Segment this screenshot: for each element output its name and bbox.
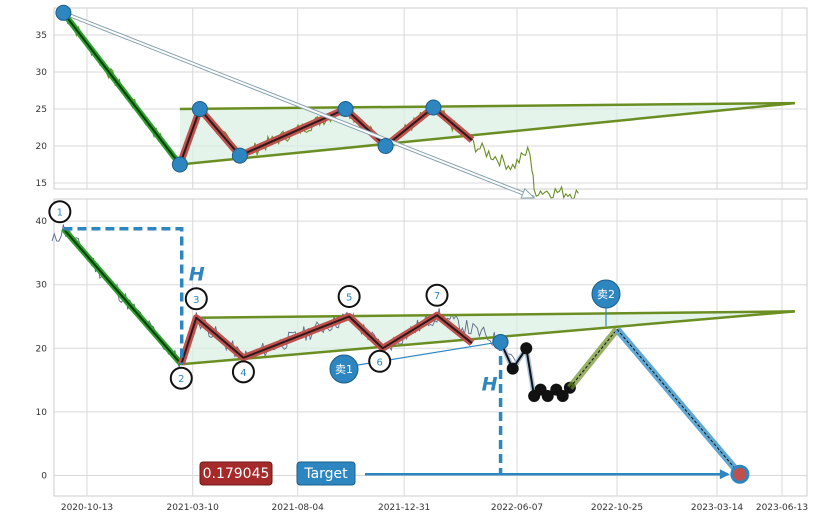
- sell-1-marker: 卖1: [329, 354, 359, 384]
- top-pivot-marker: [171, 156, 188, 173]
- top-pivot-marker: [425, 99, 442, 116]
- target-point: [730, 464, 750, 484]
- forecast-point: [556, 390, 569, 402]
- top-grid: [54, 8, 807, 189]
- x-tick-label: 2023-06-13: [756, 503, 808, 513]
- x-tick-label: 2021-08-04: [272, 503, 325, 513]
- x-tick-label: 2022-10-25: [591, 503, 643, 513]
- pivot-label-circle: [169, 366, 193, 390]
- pivot-label: 6: [377, 357, 383, 368]
- pivot-label: 1: [57, 208, 63, 219]
- top-y-tick-label: 20: [36, 142, 48, 152]
- pivot-label-circle: [231, 360, 255, 384]
- top-y-tick-label: 25: [36, 105, 47, 115]
- pivot-labels: 1 2 3 4 5 6 7: [48, 200, 449, 390]
- target-badge-text: Target: [303, 466, 348, 482]
- top-y-tick-label: 30: [36, 68, 48, 78]
- value-badge-text: 0.179045: [203, 466, 270, 482]
- forecast-point: [520, 342, 533, 355]
- projection-down-line: [616, 328, 741, 475]
- bottom-first-leg: [62, 228, 183, 365]
- bottom-y-tick-label: 40: [36, 217, 48, 227]
- top-pivot-marker: [377, 138, 394, 154]
- sell-1-label: 卖1: [335, 363, 353, 376]
- sell-2-circle: [591, 279, 621, 309]
- height-marker-dashes: [63, 226, 184, 365]
- pivot-label-circle: [48, 200, 72, 224]
- bottom-plot-area: [53, 198, 808, 497]
- top-y-tick-label: 35: [36, 31, 47, 41]
- pivot-label-circle: [337, 285, 361, 308]
- x-tick-label: 2020-10-13: [61, 503, 113, 513]
- forecast-point: [541, 390, 554, 402]
- x-tick-label: 2021-12-31: [378, 503, 430, 513]
- projection-up-line: [569, 328, 618, 389]
- top-pivot-marker: [231, 147, 248, 164]
- pivot-label: 2: [178, 374, 184, 385]
- pivot-label-circle: [184, 287, 208, 311]
- height-marker-label: H: [189, 264, 205, 286]
- sell-2-label: 卖2: [597, 288, 615, 301]
- sell-1-circle: [329, 354, 359, 384]
- sell-2-marker: 卖2: [591, 279, 621, 309]
- pivot-label: 4: [240, 368, 246, 379]
- bottom-y-tick-label: 30: [36, 281, 48, 291]
- bottom-series: [51, 224, 795, 484]
- top-pivot-marker: [337, 101, 354, 117]
- target-badge: Target: [296, 461, 356, 486]
- pivot-label-circle: [425, 283, 449, 307]
- top-arrow-shaft: [63, 11, 535, 199]
- pivot-label: 7: [434, 291, 440, 302]
- top-pivot-marker: [191, 101, 208, 117]
- value-badge: 0.179045: [199, 461, 273, 486]
- top-upper-trendline: [179, 101, 795, 111]
- top-panel: 15 20 25 30 35: [36, 4, 808, 200]
- pivot-label: 3: [193, 295, 199, 306]
- bottom-x-ticks: 2020-10-13 2021-03-10 2021-08-04 2021-12…: [61, 503, 808, 513]
- pivot-label: 5: [346, 293, 352, 304]
- top-y-ticks: 15 20 25 30 35: [36, 31, 48, 189]
- bottom-y-tick-label: 20: [36, 344, 48, 354]
- bottom-y-tick-label: 0: [41, 472, 47, 482]
- x-tick-label: 2022-06-07: [491, 503, 543, 513]
- x-tick-label: 2021-03-10: [167, 503, 220, 513]
- top-arrow-head: [520, 187, 536, 199]
- bottom-panel: 0 10 20 30 40 2020-10-13 2021-03-10 2021…: [36, 198, 808, 513]
- value-badge-box: [199, 461, 273, 486]
- top-pivot-marker: [55, 4, 72, 21]
- target-badge-box: [296, 461, 356, 486]
- top-lower-trendline: [179, 101, 795, 166]
- bottom-upper-trendline: [196, 310, 795, 320]
- top-series: [55, 4, 795, 200]
- bottom-pattern-line: [180, 314, 473, 365]
- bottom-y-tick-label: 10: [36, 408, 48, 418]
- target-arrow-head: [719, 469, 730, 480]
- x-tick-label: 2023-03-14: [691, 503, 744, 513]
- top-first-leg: [62, 12, 181, 166]
- bottom-grid: [54, 199, 807, 496]
- bottom-y-ticks: 0 10 20 30 40: [36, 217, 48, 481]
- forecast-point: [506, 362, 519, 375]
- target-marker-label: H: [482, 373, 498, 395]
- bottom-lower-trendline: [181, 310, 795, 366]
- pivot-label-circle: [368, 349, 392, 373]
- top-y-tick-label: 15: [36, 179, 47, 189]
